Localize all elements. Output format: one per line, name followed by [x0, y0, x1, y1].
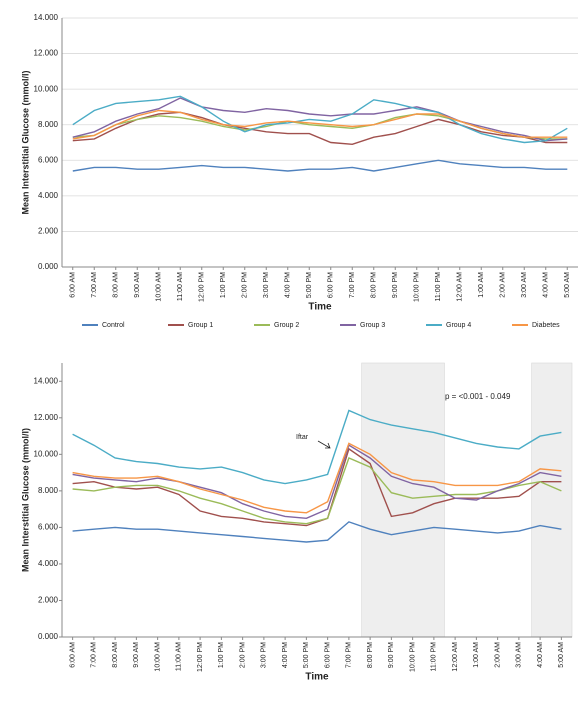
y-tick-label: 6.000 — [38, 523, 59, 532]
x-tick-label: 3:00 AM — [521, 272, 528, 298]
shaded-period — [361, 362, 445, 638]
y-tick-label: 10.000 — [34, 84, 59, 93]
y-tick-label: 8.000 — [38, 486, 59, 495]
legend-label: Group 3 — [360, 322, 385, 329]
x-tick-label: 8:00 PM — [367, 642, 374, 668]
x-tick-label: 2:00 PM — [239, 642, 246, 668]
x-tick-label: 12:00 PM — [199, 272, 206, 302]
annotation: Iftar — [296, 434, 309, 441]
x-tick-label: 9:00 PM — [392, 272, 399, 298]
x-tick-label: 4:00 AM — [543, 272, 550, 298]
x-tick-label: 2:00 AM — [494, 642, 501, 668]
x-tick-label: 5:00 AM — [564, 272, 571, 298]
series-line — [72, 159, 568, 172]
x-tick-label: 6:00 AM — [69, 642, 76, 668]
y-tick-label: 6.000 — [38, 155, 59, 164]
legend-label: Group 2 — [274, 322, 299, 329]
y-tick-label: 4.000 — [38, 191, 59, 200]
series-line — [72, 111, 568, 146]
x-tick-label: 4:00 AM — [537, 642, 544, 668]
series-line — [72, 97, 568, 142]
x-tick-label: 4:00 PM — [285, 272, 292, 298]
x-tick-label: 10:00 PM — [414, 272, 421, 302]
annotation: p = <0.001 - 0.049 — [445, 392, 511, 401]
x-tick-label: 12:00 PM — [197, 642, 204, 672]
y-tick-label: 8.000 — [38, 120, 59, 129]
series-line — [72, 442, 562, 514]
x-tick-label: 2:00 PM — [242, 272, 249, 298]
x-tick-label: 3:00 PM — [261, 642, 268, 668]
y-tick-label: 10.000 — [34, 449, 59, 458]
shaded-period — [531, 362, 573, 638]
legend-label: Group 4 — [446, 322, 471, 329]
x-tick-label: 11:00 PM — [435, 272, 442, 302]
x-tick-label: 8:00 AM — [112, 642, 119, 668]
y-tick-label: 4.000 — [38, 559, 59, 568]
x-tick-label: 10:00 AM — [154, 642, 161, 672]
x-tick-label: 12:00 AM — [452, 642, 459, 672]
x-tick-label: 6:00 PM — [328, 272, 335, 298]
x-tick-label: 7:00 AM — [91, 642, 98, 668]
x-axis-title: Time — [308, 302, 332, 313]
chart: 0.000 2.000 4.000 6.000 8.000 10.000 12.000 14.… — [20, 13, 578, 329]
legend-label: Control — [102, 322, 125, 329]
y-axis-title: Mean Interstitial Glucose (mmol/l) — [20, 70, 30, 214]
x-tick-label: 6:00 AM — [70, 272, 77, 298]
x-tick-label: 7:00 PM — [346, 642, 353, 668]
y-tick-label: 12.000 — [34, 49, 59, 58]
x-tick-label: 7:00 AM — [91, 272, 98, 298]
x-tick-label: 11:00 PM — [431, 642, 438, 672]
y-axis-title: Mean Interstitial Glucose (mmol/l) — [20, 428, 30, 572]
y-tick-label: 0.000 — [38, 632, 59, 641]
chart: 0.000 2.000 4.000 6.000 8.000 10.000 12.000 14.… — [20, 362, 573, 683]
series-line — [72, 444, 562, 520]
x-tick-label: 3:00 AM — [516, 642, 523, 668]
x-tick-label: 10:00 PM — [409, 642, 416, 672]
x-axis-title: Time — [305, 672, 329, 683]
x-tick-label: 11:00 AM — [177, 272, 184, 301]
x-tick-label: 3:00 PM — [263, 272, 270, 298]
x-tick-label: 8:00 PM — [371, 272, 378, 298]
series-line — [72, 113, 568, 140]
x-tick-label: 9:00 PM — [388, 642, 395, 668]
annotation-arrow — [317, 440, 331, 449]
x-tick-label: 12:00 AM — [457, 272, 464, 302]
x-tick-label: 1:00 PM — [220, 272, 227, 298]
series-line — [72, 457, 562, 525]
x-tick-label: 6:00 PM — [324, 642, 331, 668]
series-line — [72, 409, 562, 485]
x-tick-label: 9:00 AM — [134, 272, 141, 298]
y-tick-label: 12.000 — [34, 413, 59, 422]
y-tick-label: 0.000 — [38, 262, 59, 271]
series-line — [72, 95, 568, 144]
y-tick-label: 14.000 — [34, 13, 59, 22]
y-tick-label: 2.000 — [38, 596, 59, 605]
x-tick-label: 8:00 AM — [113, 272, 120, 298]
y-tick-label: 2.000 — [38, 227, 59, 236]
x-tick-label: 1:00 PM — [218, 642, 225, 668]
x-tick-label: 1:00 AM — [473, 642, 480, 668]
series-line — [72, 109, 568, 140]
x-tick-label: 5:00 PM — [303, 642, 310, 668]
series-line — [72, 521, 562, 543]
x-tick-label: 10:00 AM — [156, 272, 163, 302]
y-tick-label: 14.000 — [34, 376, 59, 385]
x-tick-label: 2:00 AM — [500, 272, 507, 298]
x-tick-label: 1:00 AM — [478, 272, 485, 298]
legend-label: Diabetes — [532, 322, 560, 329]
x-tick-label: 9:00 AM — [133, 642, 140, 668]
x-tick-label: 5:00 AM — [558, 642, 565, 668]
x-tick-label: 5:00 PM — [306, 272, 313, 298]
x-tick-label: 11:00 AM — [176, 642, 183, 671]
x-tick-label: 7:00 PM — [349, 272, 356, 298]
legend-label: Group 1 — [188, 322, 213, 329]
x-tick-label: 4:00 PM — [282, 642, 289, 668]
